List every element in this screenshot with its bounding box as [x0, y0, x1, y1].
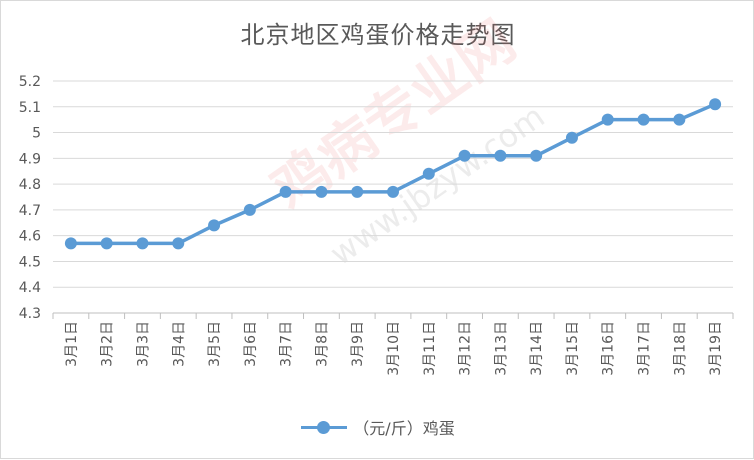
- x-tick-label: 3月8日: [314, 321, 330, 367]
- x-tick-label: 3月12日: [458, 321, 474, 376]
- chart-title: 北京地区鸡蛋价格走势图: [240, 21, 516, 49]
- x-tick-label: 3月3日: [135, 321, 151, 367]
- y-tick-label: 4.9: [19, 151, 41, 167]
- legend: （元/斤）鸡蛋: [1, 415, 754, 439]
- x-tick-label: 3月5日: [207, 321, 223, 367]
- data-point: [387, 185, 399, 198]
- x-tick-label: 3月2日: [100, 321, 116, 367]
- x-tick-label: 3月13日: [493, 321, 509, 376]
- y-tick-label: 4.6: [19, 229, 41, 245]
- y-axis-ticks: 4.3 4.4 4.5 4.6 4.7 4.8 4.9 5 5.1 5.2: [19, 74, 41, 322]
- data-point: [136, 237, 149, 250]
- x-axis-ticks: 3月1日 3月2日 3月3日 3月4日 3月5日 3月6日 3月7日 3月8日 3月9日 3月10…: [52, 313, 734, 376]
- data-point: [315, 185, 328, 198]
- data-point: [208, 219, 221, 232]
- x-tick-label: 3月10日: [386, 321, 402, 376]
- data-point: [673, 113, 686, 126]
- x-tick-label: 3月18日: [672, 321, 688, 376]
- data-point: [530, 149, 543, 162]
- y-tick-label: 5.2: [19, 74, 41, 90]
- series-group: [64, 98, 722, 250]
- gridlines: [53, 80, 733, 314]
- y-tick-label: 4.8: [19, 177, 41, 193]
- data-point: [637, 113, 650, 126]
- x-tick-label: 3月14日: [529, 321, 545, 376]
- y-tick-label: 4.3: [19, 306, 41, 322]
- x-tick-label: 3月4日: [171, 321, 187, 367]
- data-point: [422, 167, 435, 180]
- y-tick-label: 4.7: [19, 203, 41, 219]
- x-tick-label: 3月16日: [601, 321, 617, 376]
- data-point: [601, 113, 614, 126]
- data-point: [709, 98, 722, 111]
- y-tick-label: 5: [32, 126, 41, 142]
- data-point: [565, 131, 578, 144]
- y-tick-label: 4.5: [19, 254, 41, 270]
- y-tick-label: 5.1: [19, 100, 41, 116]
- x-tick-label: 3月11日: [422, 321, 438, 376]
- data-point: [494, 149, 507, 162]
- x-tick-label: 3月9日: [350, 321, 366, 367]
- data-point: [64, 237, 77, 250]
- data-point: [243, 203, 256, 216]
- data-point: [279, 185, 292, 198]
- data-point: [351, 185, 364, 198]
- x-tick-label: 3月1日: [64, 321, 80, 367]
- series-line: [69, 102, 717, 246]
- x-tick-label: 3月19日: [708, 321, 724, 376]
- x-tick-label: 3月17日: [637, 321, 653, 376]
- x-tick-label: 3月15日: [565, 321, 581, 376]
- data-point: [458, 149, 471, 162]
- data-point: [100, 237, 113, 250]
- y-tick-label: 4.4: [19, 280, 41, 296]
- x-tick-label: 3月7日: [279, 321, 295, 367]
- legend-label: （元/斤）鸡蛋: [353, 419, 455, 438]
- data-point: [172, 237, 185, 250]
- x-tick-label: 3月6日: [243, 321, 259, 367]
- legend-marker-icon: [301, 419, 348, 435]
